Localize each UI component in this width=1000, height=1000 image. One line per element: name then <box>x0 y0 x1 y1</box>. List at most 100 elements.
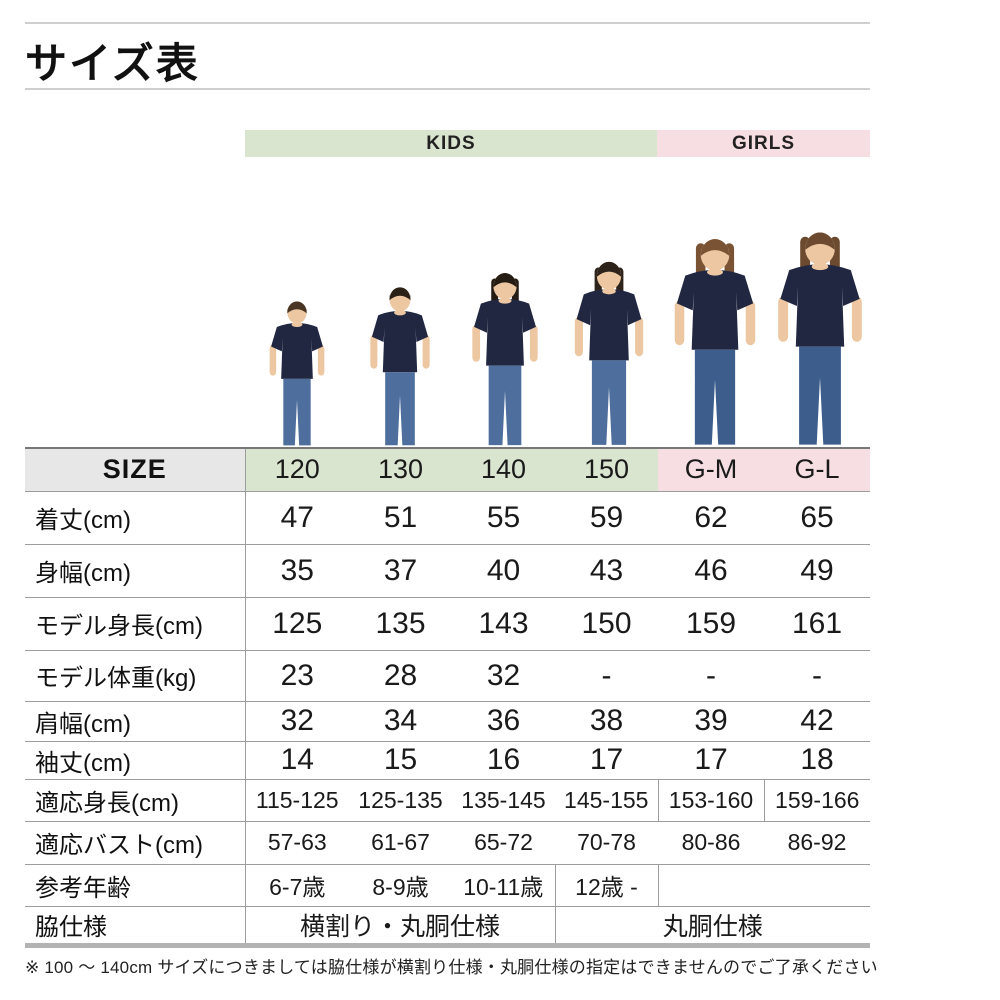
table-row-sodetake: 袖丈(cm) 14 15 16 17 17 18 <box>25 741 870 780</box>
cell-wakishiyo-1: 丸胴仕様 <box>554 906 870 946</box>
model-photo-woman-gl <box>778 232 862 445</box>
cell-mihaba-4: 46 <box>658 544 764 598</box>
model-photo-kid-130 <box>370 287 430 446</box>
cell-model-shincho-0: 125 <box>244 597 349 651</box>
table-row-tekio-bust: 適応バスト(cm) 57-63 61-67 65-72 70-78 80-86 86-92 <box>25 821 870 865</box>
cell-model-taiju-2: 32 <box>452 650 555 702</box>
cell-tekio-shincho-1: 125-135 <box>349 779 452 822</box>
size-col-150: 150 <box>555 448 658 492</box>
cell-sodetake-3: 17 <box>555 741 658 780</box>
table-row-wakishiyo: 脇仕様 横割り・丸胴仕様 丸胴仕様 <box>25 906 870 946</box>
cell-sanko-nenrei-1: 8-9歳 <box>349 864 452 907</box>
cell-sodetake-5: 18 <box>764 741 870 780</box>
row-label-model-taiju: モデル体重(kg) <box>25 650 245 702</box>
cell-mihaba-0: 35 <box>244 544 349 598</box>
cell-tekio-bust-2: 65-72 <box>452 821 555 865</box>
divider-under-title <box>25 88 870 90</box>
row-label-sanko-nenrei: 参考年齢 <box>25 864 245 907</box>
size-col-140: 140 <box>452 448 555 492</box>
row-label-mihaba: 身幅(cm) <box>25 544 245 598</box>
model-photo-woman-gm <box>674 239 756 445</box>
cell-tekio-shincho-3: 145-155 <box>555 779 658 822</box>
category-band-kids: KIDS <box>245 130 657 157</box>
row-label-tekio-bust: 適応バスト(cm) <box>25 821 245 865</box>
size-header-row: SIZE 120 130 140 150 G-M G-L <box>25 448 870 492</box>
table-row-tekio-shincho: 適応身長(cm) 115-125 125-135 135-145 145-155 153-… <box>25 779 870 822</box>
cell-mitake-2: 55 <box>452 491 555 545</box>
cell-tekio-bust-1: 61-67 <box>349 821 452 865</box>
table-row-sanko-nenrei: 参考年齢 6-7歳 8-9歳 10-11歳 12歳 - <box>25 864 870 907</box>
cell-katahaba-1: 34 <box>349 701 452 742</box>
cell-sanko-nenrei-5 <box>764 864 870 907</box>
cell-tekio-bust-3: 70-78 <box>555 821 658 865</box>
cell-katahaba-5: 42 <box>764 701 870 742</box>
size-col-120: 120 <box>244 448 349 492</box>
cell-sanko-nenrei-0: 6-7歳 <box>244 864 349 907</box>
row-label-mitake: 着丈(cm) <box>25 491 245 545</box>
cell-katahaba-0: 32 <box>244 701 349 742</box>
page-title: サイズ表 <box>25 40 200 87</box>
cell-tekio-bust-4: 80-86 <box>658 821 764 865</box>
cell-sanko-nenrei-4 <box>657 864 764 907</box>
cell-sodetake-4: 17 <box>658 741 764 780</box>
cell-mitake-4: 62 <box>658 491 764 545</box>
cell-model-shincho-1: 135 <box>349 597 452 651</box>
kids-band-label: KIDS <box>426 132 476 154</box>
cell-model-taiju-4: - <box>658 650 764 702</box>
cell-mitake-5: 65 <box>764 491 870 545</box>
girls-band-label: GIRLS <box>731 132 796 154</box>
row-label-sodetake: 袖丈(cm) <box>25 741 245 780</box>
cell-model-shincho-4: 159 <box>658 597 764 651</box>
cell-tekio-bust-0: 57-63 <box>244 821 349 865</box>
table-row-katahaba: 肩幅(cm) 32 34 36 38 39 42 <box>25 701 870 742</box>
cell-sodetake-0: 14 <box>244 741 349 780</box>
cell-tekio-shincho-0: 115-125 <box>244 779 349 822</box>
cell-wakishiyo-0: 横割り・丸胴仕様 <box>244 906 555 946</box>
cell-mihaba-5: 49 <box>764 544 870 598</box>
cell-tekio-shincho-5: 159-166 <box>763 779 870 822</box>
cell-sodetake-2: 16 <box>452 741 555 780</box>
size-col-gl: G-L <box>764 448 870 492</box>
cell-tekio-shincho-2: 135-145 <box>452 779 555 822</box>
cell-model-taiju-5: - <box>764 650 870 702</box>
row-label-wakishiyo: 脇仕様 <box>25 906 245 946</box>
cell-model-shincho-5: 161 <box>764 597 870 651</box>
cell-mitake-3: 59 <box>555 491 658 545</box>
table-row-model-shincho: モデル身長(cm) 125 135 143 150 159 161 <box>25 597 870 651</box>
size-table: SIZE 120 130 140 150 G-M G-L 着丈(cm) 47 51 5… <box>25 447 870 948</box>
cell-katahaba-3: 38 <box>555 701 658 742</box>
cell-mihaba-3: 43 <box>555 544 658 598</box>
category-band-girls: GIRLS <box>657 130 870 157</box>
cell-sodetake-1: 15 <box>349 741 452 780</box>
cell-mitake-1: 51 <box>349 491 452 545</box>
cell-sanko-nenrei-3: 12歳 - <box>554 864 658 907</box>
row-label-tekio-shincho: 適応身長(cm) <box>25 779 245 822</box>
cell-mihaba-2: 40 <box>452 544 555 598</box>
model-photos-strip <box>245 157 870 447</box>
row-label-model-shincho: モデル身長(cm) <box>25 597 245 651</box>
cell-katahaba-2: 36 <box>452 701 555 742</box>
cell-model-shincho-3: 150 <box>555 597 658 651</box>
divider-top <box>25 22 870 24</box>
cell-katahaba-4: 39 <box>658 701 764 742</box>
size-col-gm: G-M <box>658 448 764 492</box>
cell-model-taiju-3: - <box>555 650 658 702</box>
size-col-130: 130 <box>349 448 452 492</box>
cell-model-taiju-1: 28 <box>349 650 452 702</box>
model-photo-kid-150 <box>574 261 644 445</box>
table-row-model-taiju: モデル体重(kg) 23 28 32- - - <box>25 650 870 702</box>
table-row-mitake: 着丈(cm) 47 51 55 59 62 65 <box>25 491 870 545</box>
cell-tekio-shincho-4: 153-160 <box>657 779 764 822</box>
cell-mihaba-1: 37 <box>349 544 452 598</box>
cell-sanko-nenrei-2: 10-11歳 <box>452 864 555 907</box>
cell-model-shincho-2: 143 <box>452 597 555 651</box>
model-photo-kid-140 <box>472 273 538 446</box>
size-header-label: SIZE <box>25 448 245 492</box>
cell-tekio-bust-5: 86-92 <box>764 821 870 865</box>
row-label-katahaba: 肩幅(cm) <box>25 701 245 742</box>
cell-mitake-0: 47 <box>244 491 349 545</box>
cell-model-taiju-0: 23 <box>244 650 349 702</box>
model-photo-kid-120 <box>269 301 325 446</box>
footnote: ※ 100 ～ 140cm サイズにつきましては脇仕様が横割り仕様・丸胴仕様の指… <box>25 958 878 977</box>
